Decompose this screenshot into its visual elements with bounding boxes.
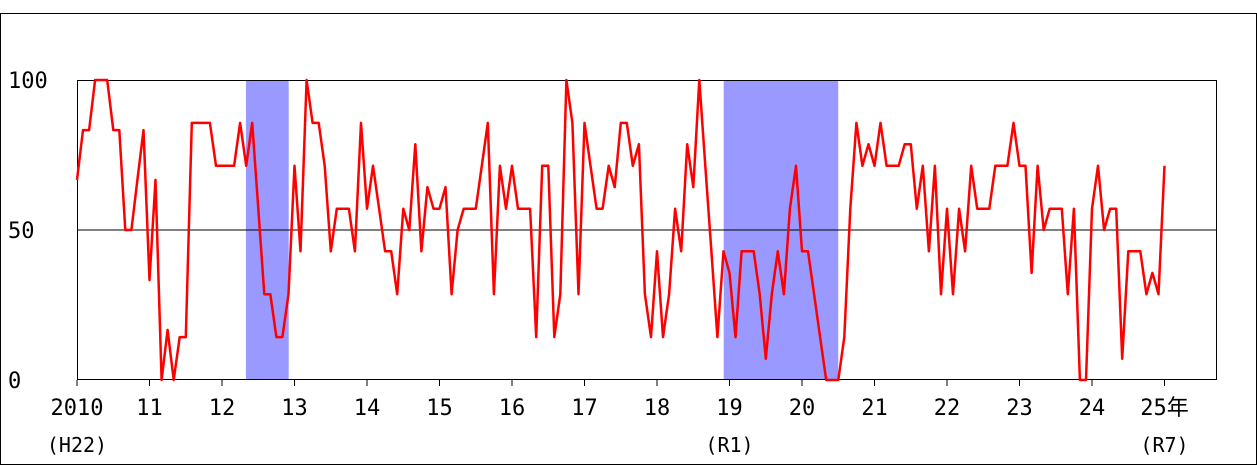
x-tick-label: 22 <box>934 396 961 421</box>
x-tick-label: 15 <box>426 396 453 421</box>
x-tick-label: 14 <box>354 396 381 421</box>
y-axis: 0 50 100 <box>8 69 48 394</box>
y-tick-label: 100 <box>8 69 48 94</box>
x-tick-label: 23 <box>1006 396 1033 421</box>
x-tick-label: 2010 <box>51 396 104 421</box>
outer-border <box>0 13 1257 465</box>
y-tick-label: 50 <box>8 219 35 244</box>
x-tick-label: 19 <box>716 396 743 421</box>
x-axis: 2010 (H22) 11 12 13 14 15 16 17 18 19 (R1) 20 21 22 23 2… <box>47 380 1189 457</box>
x-tick-label: 18 <box>644 396 671 421</box>
x-tick-sublabel: (R1) <box>705 433 753 457</box>
series-group <box>75 78 1166 382</box>
x-tick-sublabel: (H22) <box>47 433 107 457</box>
x-tick-label: 12 <box>209 396 236 421</box>
x-tick-label: 13 <box>281 396 308 421</box>
x-tick-sublabel: (R7) <box>1140 433 1188 457</box>
x-tick-label: 20 <box>789 396 816 421</box>
x-tick-label: 24 <box>1079 396 1106 421</box>
x-tick-label: 21 <box>861 396 888 421</box>
series-line-1 <box>75 78 1166 382</box>
x-tick-label: 25年 <box>1140 396 1189 421</box>
x-tick-label: 11 <box>136 396 163 421</box>
x-tick-label: 16 <box>499 396 526 421</box>
x-tick-label: 17 <box>571 396 598 421</box>
y-tick-label: 0 <box>8 369 21 394</box>
